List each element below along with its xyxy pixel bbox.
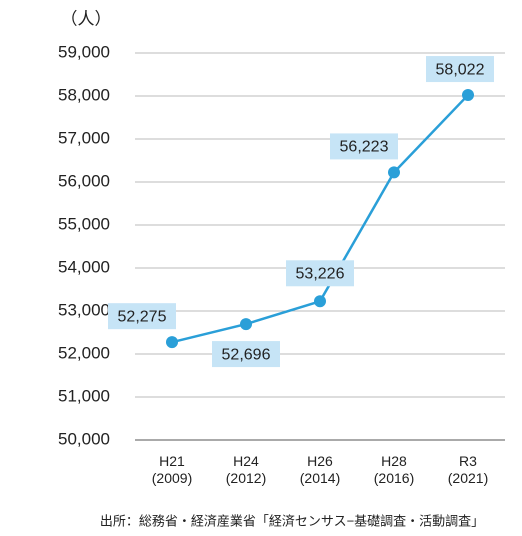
y-axis-label: （人） — [61, 9, 112, 28]
y-tick-label: 52,000 — [58, 343, 110, 362]
x-tick-label: H26 (2014) — [300, 453, 340, 486]
value-label: 56,223 — [340, 139, 389, 156]
value-label: 52,275 — [118, 308, 167, 325]
point — [314, 295, 326, 308]
x-tick-label: H24 (2012) — [226, 453, 266, 486]
label-box — [330, 133, 398, 160]
label-box — [212, 341, 280, 368]
label-box — [286, 260, 354, 287]
x-tick-label: H21 (2009) — [152, 453, 192, 486]
point — [240, 318, 252, 331]
x-tick-label: R3 (2021) — [448, 453, 488, 486]
value-label: 52,696 — [222, 346, 271, 363]
label-box — [108, 303, 176, 330]
point — [462, 89, 474, 102]
x-tick-label: H28 (2016) — [374, 453, 414, 486]
y-tick-label: 57,000 — [58, 128, 110, 147]
y-tick-label: 59,000 — [58, 42, 110, 61]
y-tick-label: 50,000 — [58, 429, 110, 448]
point — [388, 166, 400, 179]
y-tick-label: 51,000 — [58, 386, 110, 405]
y-tick-label: 53,000 — [58, 300, 110, 319]
y-tick-label: 56,000 — [58, 171, 110, 190]
label-box — [426, 56, 494, 83]
point — [166, 336, 178, 349]
value-label: 58,022 — [436, 61, 485, 78]
value-label: 53,226 — [296, 266, 345, 283]
y-tick-label: 54,000 — [58, 257, 110, 276]
source: 出所：総務省・経済産業省「経済センサス−基礎調査・活動調査」 — [100, 513, 484, 528]
y-tick-label: 58,000 — [58, 85, 110, 104]
y-tick-label: 55,000 — [58, 214, 110, 233]
